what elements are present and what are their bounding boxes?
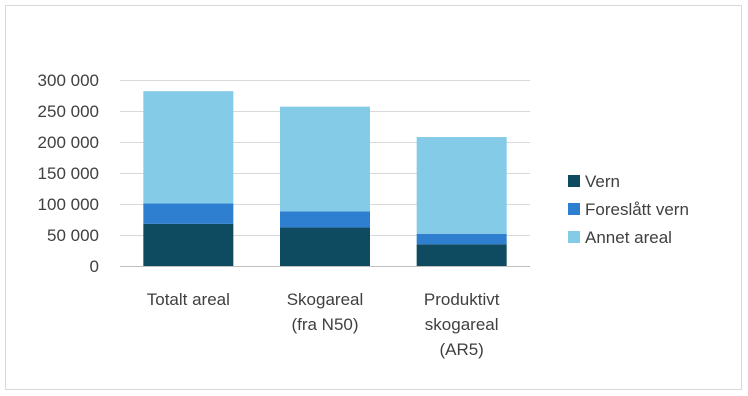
category-label: Totalt areal [147, 290, 230, 309]
bar-vern [416, 244, 507, 266]
y-tick-label: 250 000 [38, 102, 99, 121]
legend-swatch [568, 231, 580, 243]
category-label: Skogareal (fra N50) [287, 290, 364, 334]
bar-foresl-tt-vern [143, 203, 234, 224]
bar-vern [280, 227, 370, 266]
bars: Totalt areal Skogareal (fra N50) Produktivt… [143, 91, 507, 359]
legend-label: Vern [585, 172, 620, 191]
bar-foresl-tt-vern [280, 211, 370, 228]
y-tick-label: 200 000 [38, 133, 99, 152]
category-label: Produktivt skogareal (AR5) [424, 290, 500, 359]
bar-vern [143, 223, 234, 266]
chart-frame [5, 5, 742, 390]
y-tick-label: 0 [90, 257, 99, 276]
bar-annet-areal [143, 91, 234, 204]
legend: Vern Foreslått vern Annet areal [568, 172, 689, 247]
bar-annet-areal [416, 137, 507, 234]
legend-label: Foreslått vern [585, 200, 689, 219]
y-tick-label: 150 000 [38, 164, 99, 183]
y-tick-label: 300 000 [38, 71, 99, 90]
y-tick-label: 100 000 [38, 195, 99, 214]
bar-foresl-tt-vern [416, 233, 507, 245]
y-tick-label: 50 000 [47, 226, 99, 245]
y-tick-labels: 0 50 000 100 000 150 000 200 000 250 000 300 0… [38, 71, 99, 276]
legend-label: Annet areal [585, 228, 672, 247]
legend-swatch [568, 175, 580, 187]
legend-swatch [568, 203, 580, 215]
bar-annet-areal [280, 106, 370, 212]
